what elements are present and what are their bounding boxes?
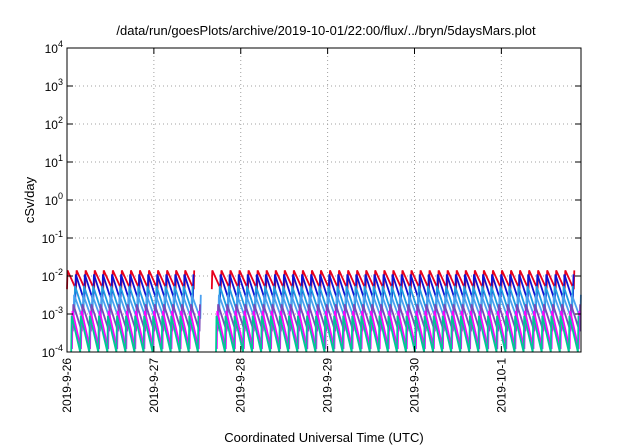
y-tick-label: 102	[45, 115, 63, 132]
y-tick-label: 10-3	[42, 305, 63, 322]
y-tick-label: 104	[45, 39, 63, 56]
ticks-layer: 10-4 10-3 10-2 10-1 100 101 102 103 104 2019-9-26…	[42, 39, 581, 413]
y-tick-label: 100	[45, 191, 63, 208]
x-tick-label: 2019-9-26	[60, 358, 74, 413]
x-tick-label: 2019-9-28	[234, 358, 248, 413]
x-axis-label: Coordinated Universal Time (UTC)	[224, 430, 423, 445]
y-tick-label: 10-1	[42, 229, 63, 246]
series-line	[70, 315, 200, 353]
chart-title: /data/run/goesPlots/archive/2019-10-01/2…	[116, 23, 536, 38]
x-tick-label: 2019-9-27	[147, 358, 161, 413]
y-tick-label: 101	[45, 153, 63, 170]
x-tick-label: 2019-9-30	[407, 358, 421, 413]
y-tick-label: 103	[45, 77, 63, 94]
y-axis-label: cSv/day	[22, 176, 37, 223]
y-tick-label: 10-4	[42, 343, 63, 360]
series-layer	[66, 270, 582, 353]
series-line	[215, 315, 580, 353]
x-tick-label: 2019-9-29	[321, 358, 335, 413]
x-tick-label: 2019-10-1	[494, 358, 508, 413]
y-tick-label: 10-2	[42, 267, 63, 284]
